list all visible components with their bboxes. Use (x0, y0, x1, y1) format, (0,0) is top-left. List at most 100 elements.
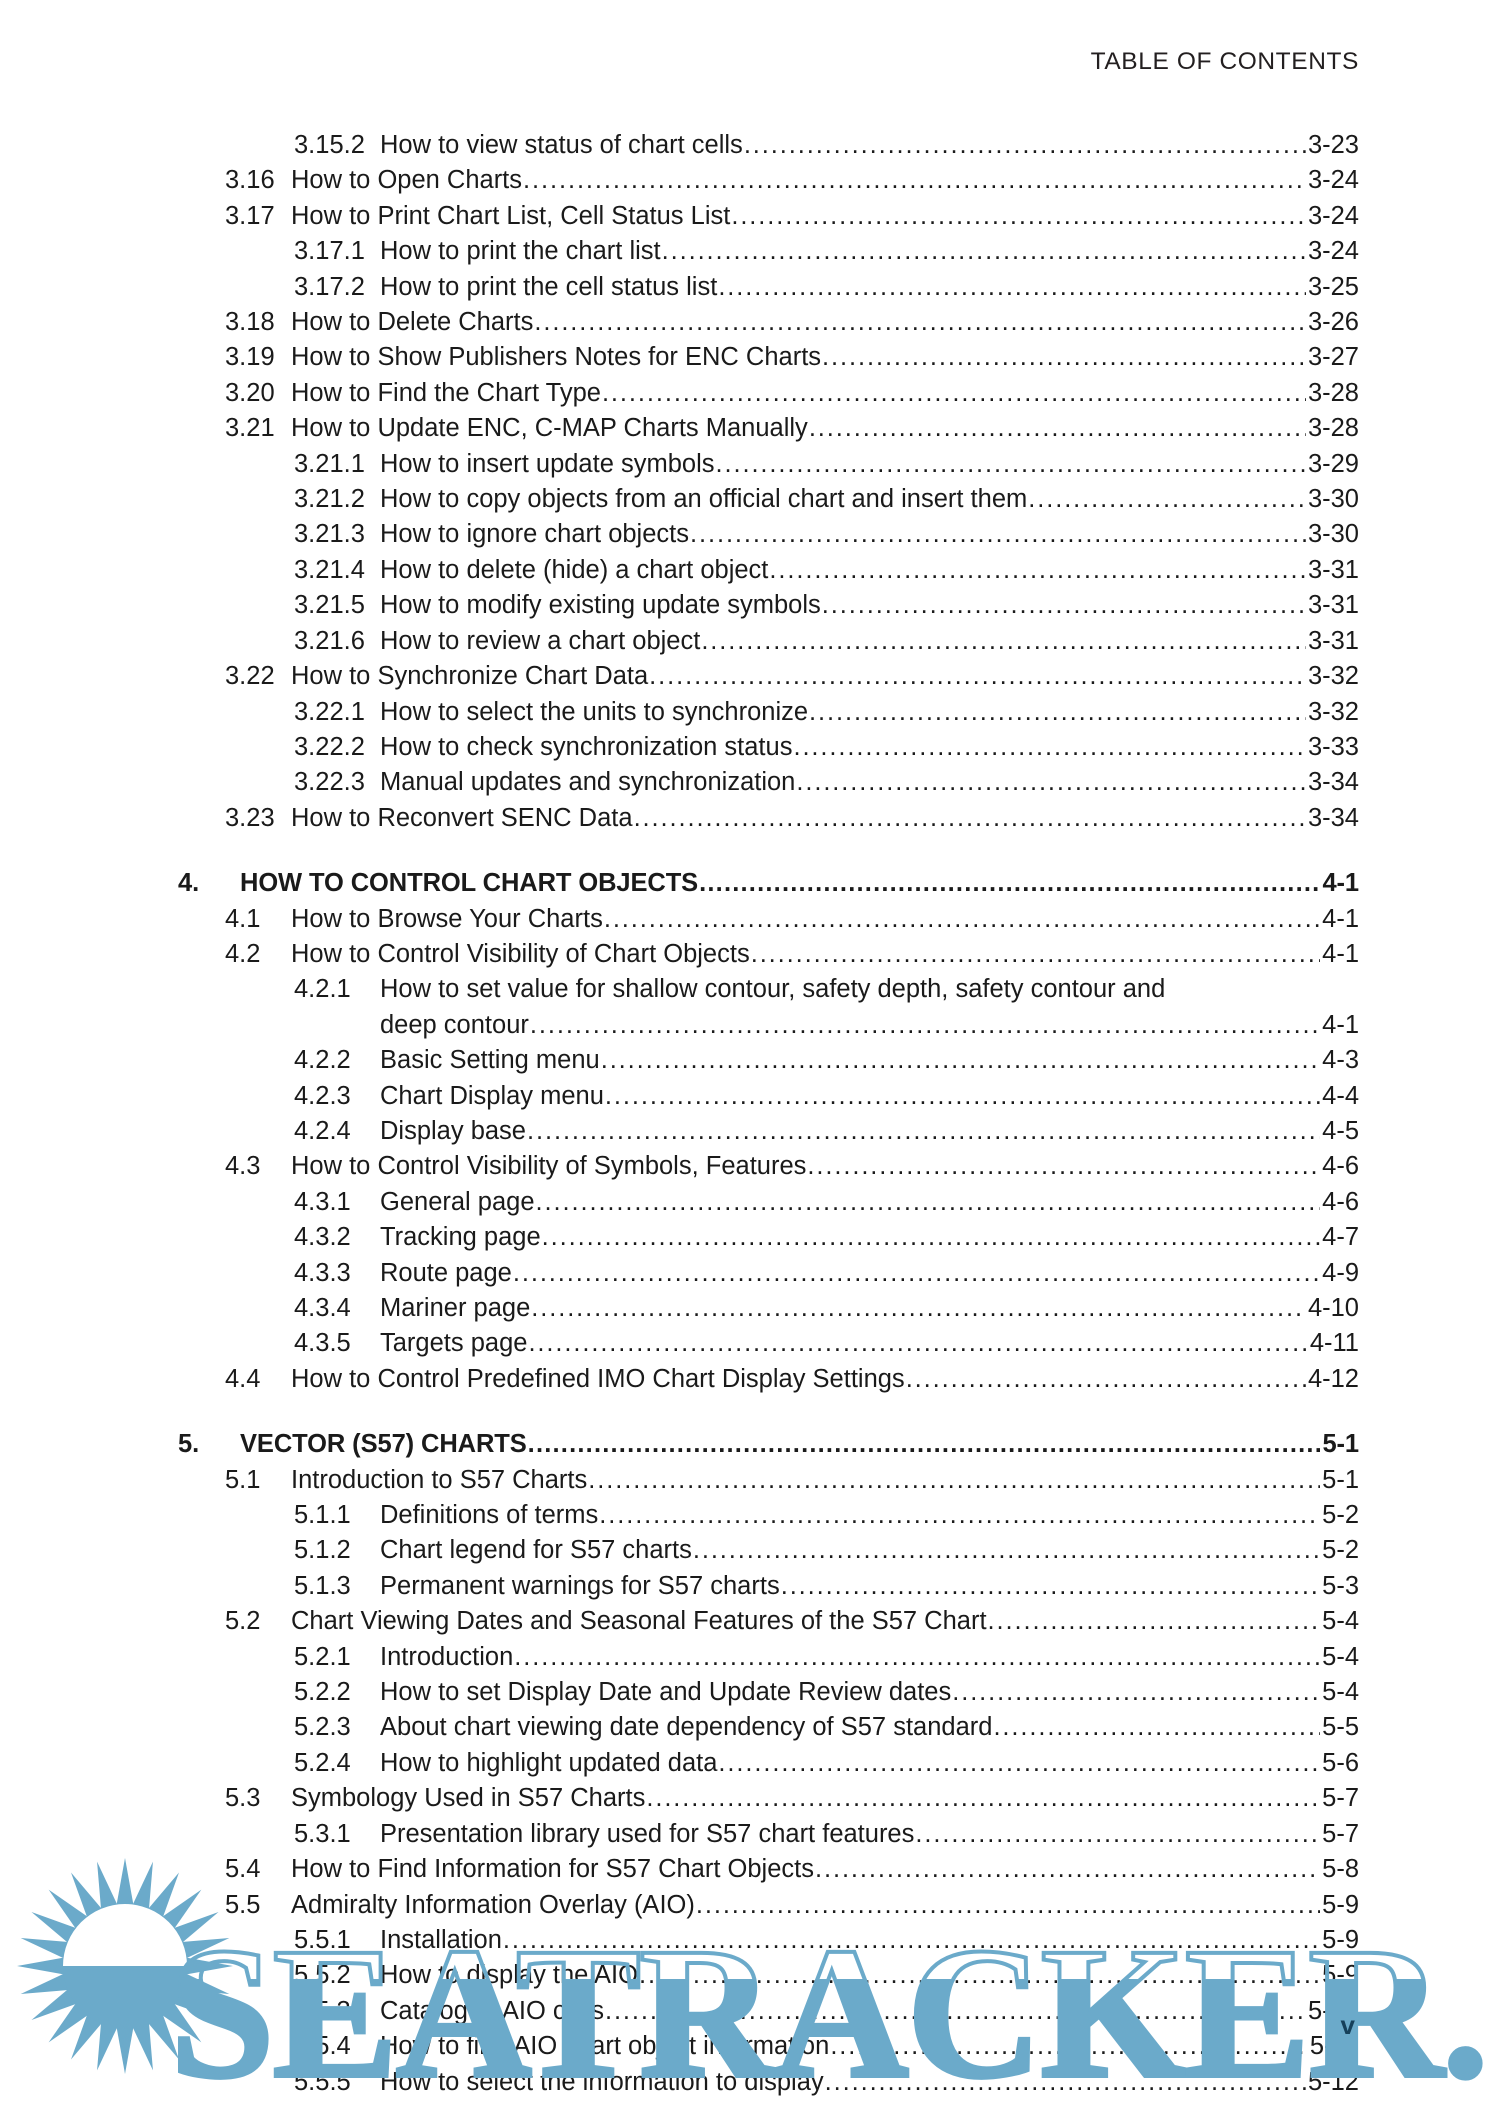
toc-leader-dots (690, 517, 1306, 552)
toc-entry-page: 3-23 (1307, 131, 1359, 159)
toc-entry-page: 5-2 (1322, 1501, 1359, 1530)
toc-entry[interactable]: 5.5.1 Installation 5-9 (0, 1923, 1487, 1958)
toc-entry[interactable]: 3.23 How to Reconvert SENC Data 3-34 (0, 801, 1487, 836)
toc-entry[interactable]: 3.16 How to Open Charts 3-24 (0, 163, 1487, 198)
toc-entry-title: Manual updates and synchronization (380, 768, 796, 797)
toc-leader-dots (988, 1604, 1321, 1639)
toc-entry-title: General page (380, 1187, 535, 1216)
toc-entry[interactable]: 4.4 How to Control Predefined IMO Chart D… (0, 1362, 1487, 1397)
toc-entry[interactable]: 5.5.2 How to display the AIO 5-9 (0, 1958, 1487, 1993)
toc-entry[interactable]: 3.22.1 How to select the units to synchro… (0, 695, 1487, 730)
toc-entry-page: 5-3 (1322, 1571, 1359, 1600)
toc-entry[interactable]: 4. HOW TO CONTROL CHART OBJECTS 4-1 (0, 866, 1487, 901)
toc-entry-title: Symbology Used in S57 Charts (291, 1784, 646, 1813)
toc-entry[interactable]: 3.21.1 How to insert update symbols 3-29 (0, 447, 1487, 482)
toc-entry[interactable]: 3.21.2 How to copy objects from an offici… (0, 482, 1487, 517)
table-of-contents-list: 3.15.2 How to view status of chart cells 3… (0, 128, 1487, 2100)
toc-entry[interactable]: 4.2.2 Basic Setting menu 4-3 (0, 1043, 1487, 1078)
toc-entry[interactable]: 3.21.4 How to delete (hide) a chart objec… (0, 553, 1487, 588)
toc-entry[interactable]: 5.5 Admiralty Information Overlay (AIO) 5-… (0, 1888, 1487, 1923)
toc-entry[interactable]: 5.5.3 Catalog of AIO cells 5-10 (0, 1994, 1487, 2029)
toc-entry[interactable]: 5.2.3 About chart viewing date dependency… (0, 1710, 1487, 1745)
toc-entry-page: 3-30 (1307, 485, 1359, 514)
toc-entry-title: Route page (380, 1258, 512, 1287)
toc-entry[interactable]: 3.21.3 How to ignore chart objects 3-30 (0, 517, 1487, 552)
toc-entry-title: Chart legend for S57 charts (380, 1536, 692, 1565)
section-spacer (0, 1397, 1487, 1427)
toc-entry[interactable]: 5.2.4 How to highlight updated data 5-6 (0, 1746, 1487, 1781)
toc-entry[interactable]: 3.17 How to Print Chart List, Cell Status… (0, 199, 1487, 234)
toc-entry[interactable]: 4.2.4 Display base 4-5 (0, 1114, 1487, 1149)
toc-entry-number: 5.3 (225, 1784, 261, 1813)
toc-leader-dots (716, 447, 1306, 482)
toc-entry[interactable]: 4.2 How to Control Visibility of Chart Ob… (0, 937, 1487, 972)
toc-entry-page: 5-4 (1322, 1607, 1359, 1636)
toc-entry-page: 3-24 (1307, 166, 1359, 195)
toc-entry-number: 5.5.5 (294, 2067, 351, 2096)
toc-entry[interactable]: 4.1 How to Browse Your Charts 4-1 (0, 902, 1487, 937)
toc-entry[interactable]: 5.5.5 How to select the information to di… (0, 2065, 1487, 2100)
toc-leader-dots (696, 1888, 1320, 1923)
toc-leader-dots (514, 1640, 1320, 1675)
toc-entry-title: How to select the information to display (380, 2067, 824, 2096)
toc-entry[interactable]: 3.18 How to Delete Charts 3-26 (0, 305, 1487, 340)
toc-entry[interactable]: 3.17.2 How to print the cell status list 3… (0, 270, 1487, 305)
toc-entry-number: 5.2.3 (294, 1713, 351, 1742)
toc-entry[interactable]: 4.3.5 Targets page 4-11 (0, 1326, 1487, 1361)
toc-entry[interactable]: 3.19 How to Show Publishers Notes for ENC… (0, 340, 1487, 375)
toc-leader-dots (649, 659, 1306, 694)
toc-entry[interactable]: 5.1.1 Definitions of terms 5-2 (0, 1498, 1487, 1533)
toc-entry[interactable]: 5.2.2 How to set Display Date and Update … (0, 1675, 1487, 1710)
toc-entry-title: How to find AIO chart object information (380, 2032, 830, 2061)
toc-entry-number: 3.16 (225, 166, 275, 195)
toc-entry[interactable]: 3.17.1 How to print the chart list 3-24 (0, 234, 1487, 269)
toc-entry-number: 3.18 (225, 308, 275, 337)
toc-entry[interactable]: 4.2.1 How to set value for shallow contou… (0, 972, 1487, 1007)
toc-entry[interactable]: 5. VECTOR (S57) CHARTS 5-1 (0, 1427, 1487, 1462)
toc-entry[interactable]: 5.2 Chart Viewing Dates and Seasonal Feat… (0, 1604, 1487, 1639)
toc-entry-number: 5.4 (225, 1855, 261, 1884)
toc-entry[interactable]: 4.3.2 Tracking page 4-7 (0, 1220, 1487, 1255)
toc-entry[interactable]: 3.20 How to Find the Chart Type 3-28 (0, 376, 1487, 411)
toc-entry[interactable]: 5.4 How to Find Information for S57 Chart… (0, 1852, 1487, 1887)
toc-entry[interactable]: 5.3.1 Presentation library used for S57 c… (0, 1817, 1487, 1852)
toc-entry[interactable]: 5.1.2 Chart legend for S57 charts 5-2 (0, 1533, 1487, 1568)
toc-entry[interactable]: deep contour 4-1 (0, 1008, 1487, 1043)
toc-entry[interactable]: 3.15.2 How to view status of chart cells 3… (0, 128, 1487, 163)
toc-entry-page: 4-12 (1307, 1364, 1359, 1393)
toc-entry-page: 3-32 (1307, 662, 1359, 691)
toc-entry-title: HOW TO CONTROL CHART OBJECTS (240, 869, 699, 898)
toc-entry-page: 4-6 (1322, 1187, 1359, 1216)
toc-entry[interactable]: 5.1 Introduction to S57 Charts 5-1 (0, 1463, 1487, 1498)
toc-entry[interactable]: 4.3.1 General page 4-6 (0, 1185, 1487, 1220)
toc-entry[interactable]: 3.21.5 How to modify existing update symb… (0, 588, 1487, 623)
toc-entry[interactable]: 3.22 How to Synchronize Chart Data 3-32 (0, 659, 1487, 694)
toc-leader-dots (825, 2065, 1306, 2100)
toc-entry-title: How to Print Chart List, Cell Status Lis… (291, 201, 731, 230)
toc-entry-page: 5-4 (1322, 1678, 1359, 1707)
toc-entry-page: 3-24 (1307, 237, 1359, 266)
toc-leader-dots (530, 1008, 1320, 1043)
toc-entry[interactable]: 5.3 Symbology Used in S57 Charts 5-7 (0, 1781, 1487, 1816)
toc-entry[interactable]: 3.21.6 How to review a chart object 3-31 (0, 624, 1487, 659)
toc-entry[interactable]: 3.22.2 How to check synchronization statu… (0, 730, 1487, 765)
toc-leader-dots (793, 730, 1306, 765)
toc-entry[interactable]: 5.5.4 How to find AIO chart object inform… (0, 2029, 1487, 2064)
toc-entry-number: 3.21 (225, 414, 275, 443)
toc-entry[interactable]: 4.2.3 Chart Display menu 4-4 (0, 1079, 1487, 1114)
toc-entry[interactable]: 5.1.3 Permanent warnings for S57 charts 5-… (0, 1569, 1487, 1604)
toc-entry-title: How to delete (hide) a chart object (380, 555, 769, 584)
toc-leader-dots (952, 1675, 1320, 1710)
toc-entry[interactable]: 3.21 How to Update ENC, C-MAP Charts Manu… (0, 411, 1487, 446)
toc-leader-dots (523, 163, 1306, 198)
toc-entry[interactable]: 4.3 How to Control Visibility of Symbols,… (0, 1149, 1487, 1184)
toc-leader-dots (531, 1291, 1306, 1326)
toc-entry-page: 3-29 (1307, 449, 1359, 478)
toc-entry-page: 3-28 (1307, 378, 1359, 407)
toc-entry[interactable]: 4.3.4 Mariner page 4-10 (0, 1291, 1487, 1326)
toc-entry[interactable]: 3.22.3 Manual updates and synchronization… (0, 765, 1487, 800)
toc-entry[interactable]: 5.2.1 Introduction 5-4 (0, 1640, 1487, 1675)
toc-entry[interactable]: 4.3.3 Route page 4-9 (0, 1256, 1487, 1291)
toc-entry-title: Tracking page (380, 1223, 541, 1252)
toc-entry-number: 4.2.4 (294, 1116, 351, 1145)
